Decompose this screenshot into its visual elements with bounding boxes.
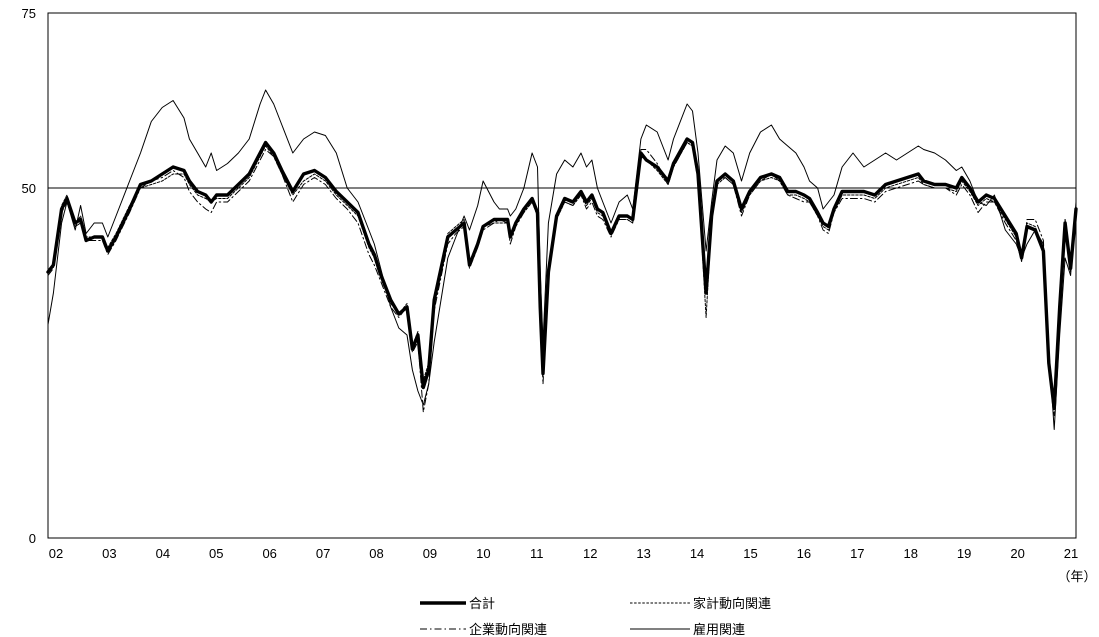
legend-label-3: 雇用関連 — [693, 622, 745, 637]
x-tick-label: 08 — [369, 546, 383, 561]
x-tick-label: 02 — [49, 546, 63, 561]
x-tick-label: 11 — [530, 546, 544, 561]
x-tick-label: 12 — [583, 546, 597, 561]
plot-frame — [47, 12, 1077, 539]
x-tick-label: 15 — [743, 546, 757, 561]
axes: 0 50 75 02 03 04 05 06 07 08 09 10 11 12 13 14 15 16 17 18 1… — [22, 6, 1097, 585]
x-tick-label: 16 — [797, 546, 811, 561]
x-tick-label: 10 — [476, 546, 490, 561]
legend-label-1: 家計動向関連 — [693, 596, 771, 612]
x-tick-label: 03 — [102, 546, 116, 561]
x-unit-label: （年） — [1057, 570, 1096, 585]
x-tick-label: 13 — [636, 546, 650, 561]
x-tick-label: 06 — [262, 546, 276, 561]
y-tick-label: 75 — [22, 6, 36, 21]
x-tick-label: 18 — [904, 546, 918, 561]
series-line-0 — [46, 137, 1078, 411]
x-tick-label: 09 — [423, 546, 437, 561]
series-line-2 — [47, 142, 1077, 416]
x-tick-label: 07 — [316, 546, 330, 561]
x-tick-label: 04 — [156, 546, 170, 561]
plot-area — [47, 12, 1077, 539]
x-tick-label: 05 — [209, 546, 223, 561]
x-tick-label: 19 — [957, 546, 971, 561]
y-tick-label: 50 — [22, 181, 36, 196]
legend-label-2: 企業動向関連 — [469, 622, 547, 637]
series-line-3 — [47, 89, 1077, 430]
x-tick-label: 17 — [850, 546, 864, 561]
series-lines — [46, 89, 1078, 430]
x-tick-label: 20 — [1010, 546, 1024, 561]
x-tick-label: 21 — [1064, 546, 1078, 561]
y-tick-label: 0 — [29, 531, 36, 546]
series-line-1 — [47, 142, 1077, 402]
x-tick-label: 14 — [690, 546, 704, 561]
legend-label-0: 合計 — [469, 596, 495, 612]
